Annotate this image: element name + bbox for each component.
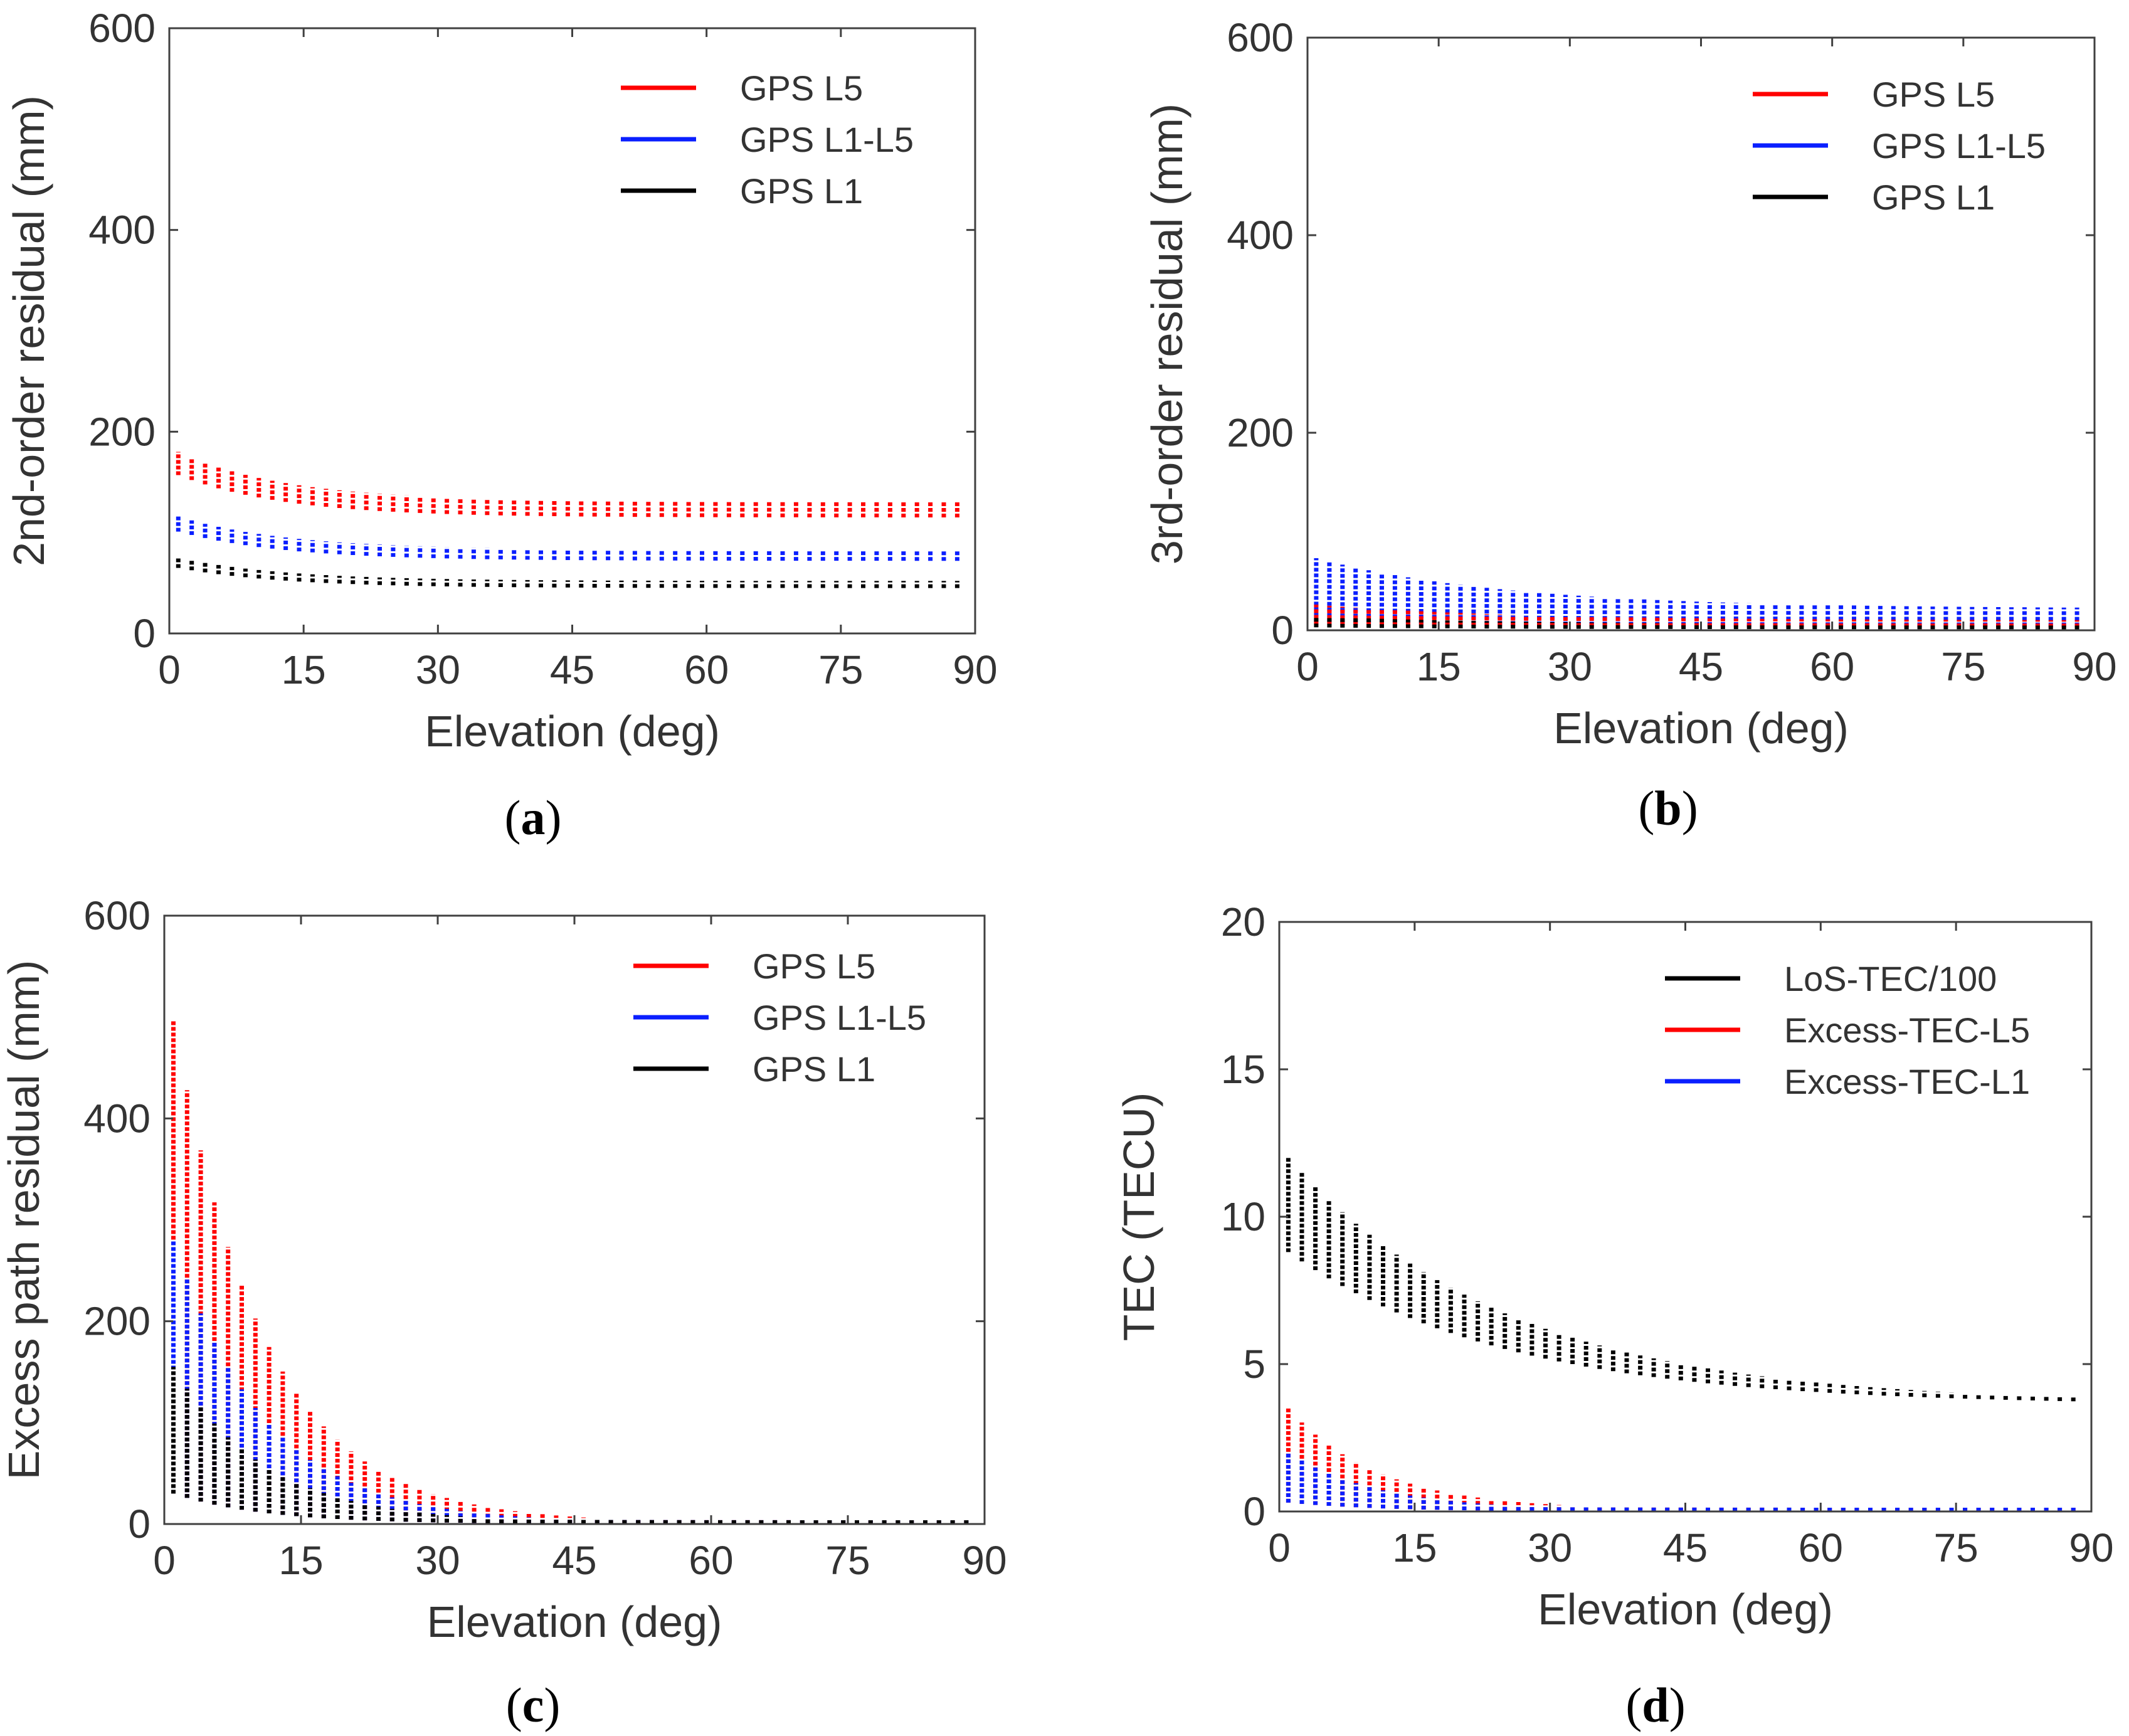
y-axis-title: 3rd-order residual (mm)	[1143, 103, 1191, 564]
series-gps-l5	[176, 452, 959, 517]
y-tick-label: 600	[83, 893, 151, 938]
series-gps-l1	[1314, 617, 2079, 630]
x-tick-label: 45	[1679, 644, 1723, 689]
legend-label: LoS-TEC/100	[1784, 959, 1997, 998]
x-tick-label: 30	[1548, 644, 1592, 689]
y-axis-title: Excess path residual (mm)	[0, 960, 48, 1480]
legend-label: GPS L1	[1872, 177, 1995, 217]
panel-caption: (c)	[506, 1678, 561, 1732]
legend: LoS-TEC/100 Excess-TEC-L5 Excess-TEC-L1	[1665, 959, 2030, 1101]
x-axis-title: Elevation (deg)	[1553, 704, 1849, 753]
series-excess-tec-l5	[1286, 1408, 2076, 1511]
y-tick-label: 400	[83, 1096, 151, 1141]
x-tick-label: 45	[552, 1538, 596, 1583]
y-tick-label: 0	[1271, 608, 1294, 653]
y-tick-label: 0	[133, 611, 156, 656]
x-tick-label: 45	[550, 647, 594, 692]
x-tick-label: 15	[1417, 644, 1461, 689]
legend-label: GPS L1-L5	[1872, 126, 2046, 166]
legend: GPS L5 GPS L1-L5 GPS L1	[633, 946, 926, 1089]
legend-label: GPS L1-L5	[753, 998, 926, 1037]
y-axis-title: 2nd-order residual (mm)	[4, 95, 53, 566]
legend-label: Excess-TEC-L5	[1784, 1010, 2030, 1050]
series-gps-l1	[176, 558, 959, 588]
legend-label: GPS L1-L5	[740, 120, 914, 159]
legend-label: Excess-TEC-L1	[1784, 1062, 2030, 1101]
series-gps-l1-l5	[171, 1240, 969, 1524]
y-tick-label: 10	[1221, 1194, 1265, 1239]
x-tick-label: 30	[416, 647, 460, 692]
y-tick-label: 0	[128, 1501, 151, 1547]
x-tick-label: 0	[158, 647, 181, 692]
legend-label: GPS L5	[740, 68, 863, 108]
panel-c: 0 15 30 45 60 75 90 0 200 400 600 Elevation (deg) Ex…	[0, 893, 1007, 1732]
legend: GPS L5 GPS L1-L5 GPS L1	[1753, 75, 2046, 217]
x-tick-label: 45	[1663, 1525, 1708, 1570]
x-tick-label: 75	[818, 647, 863, 692]
series-excess-tec-l1	[1286, 1453, 2076, 1511]
series-gps-l1-l5	[1314, 558, 2079, 627]
x-tick-label: 30	[415, 1538, 460, 1583]
panel-caption: (b)	[1638, 781, 1698, 835]
x-tick-label: 60	[1810, 644, 1854, 689]
panel-a: 0 15 30 45 60 75 90 0 200 400 600 Elevation (deg) 2n…	[4, 6, 998, 845]
series-gps-l1-l5	[176, 516, 959, 561]
series-gps-l5	[171, 1020, 969, 1524]
y-tick-label: 400	[1227, 213, 1294, 258]
y-tick-label: 20	[1221, 899, 1265, 945]
x-tick-label: 90	[2069, 1525, 2113, 1570]
x-tick-label: 60	[689, 1538, 733, 1583]
x-tick-label: 15	[1392, 1525, 1437, 1570]
x-axis-title: Elevation (deg)	[1538, 1585, 1833, 1634]
plot-frame	[168, 27, 976, 635]
x-tick-label: 90	[2072, 644, 2116, 689]
y-tick-label: 0	[1243, 1489, 1265, 1534]
y-tick-label: 600	[88, 6, 156, 51]
x-tick-label: 90	[962, 1538, 1006, 1583]
x-tick-label: 0	[1296, 644, 1319, 689]
x-tick-label: 0	[153, 1538, 176, 1583]
x-tick-label: 90	[953, 647, 997, 692]
y-tick-label: 5	[1243, 1342, 1265, 1387]
y-tick-label: 200	[1227, 410, 1294, 455]
x-tick-label: 75	[1941, 644, 1985, 689]
x-tick-label: 0	[1268, 1525, 1291, 1570]
x-tick-label: 60	[1799, 1525, 1843, 1570]
panel-caption: (d)	[1625, 1678, 1685, 1732]
legend-label: GPS L1	[740, 171, 863, 211]
panel-b: 0 15 30 45 60 75 90 0 200 400 600 Elevation (deg) 3r…	[1143, 15, 2117, 835]
y-tick-label: 15	[1221, 1047, 1265, 1092]
panel-d: 0 15 30 45 60 75 90 0 5 10 15 20 Elevation (deg) TEC …	[1114, 899, 2114, 1732]
x-axis-title: Elevation (deg)	[427, 1597, 722, 1646]
series-los-tec-100	[1286, 1158, 2076, 1402]
legend: GPS L5 GPS L1-L5 GPS L1	[621, 68, 914, 211]
x-tick-label: 75	[825, 1538, 870, 1583]
x-tick-label: 30	[1528, 1525, 1572, 1570]
x-tick-label: 75	[1934, 1525, 1978, 1570]
x-tick-label: 15	[278, 1538, 323, 1583]
series-gps-l1	[171, 1367, 969, 1524]
y-tick-label: 400	[88, 208, 156, 253]
x-tick-label: 15	[282, 647, 326, 692]
y-tick-label: 200	[88, 409, 156, 454]
panel-caption: (a)	[505, 790, 562, 845]
y-tick-label: 600	[1227, 15, 1294, 60]
legend-label: GPS L5	[1872, 75, 1995, 114]
y-tick-label: 200	[83, 1299, 151, 1344]
y-axis-title: TEC (TECU)	[1114, 1093, 1163, 1342]
x-axis-title: Elevation (deg)	[425, 707, 720, 756]
x-tick-label: 60	[684, 647, 729, 692]
legend-label: GPS L1	[753, 1049, 875, 1089]
legend-label: GPS L5	[753, 946, 875, 986]
series-gps-l5	[1314, 605, 2079, 628]
